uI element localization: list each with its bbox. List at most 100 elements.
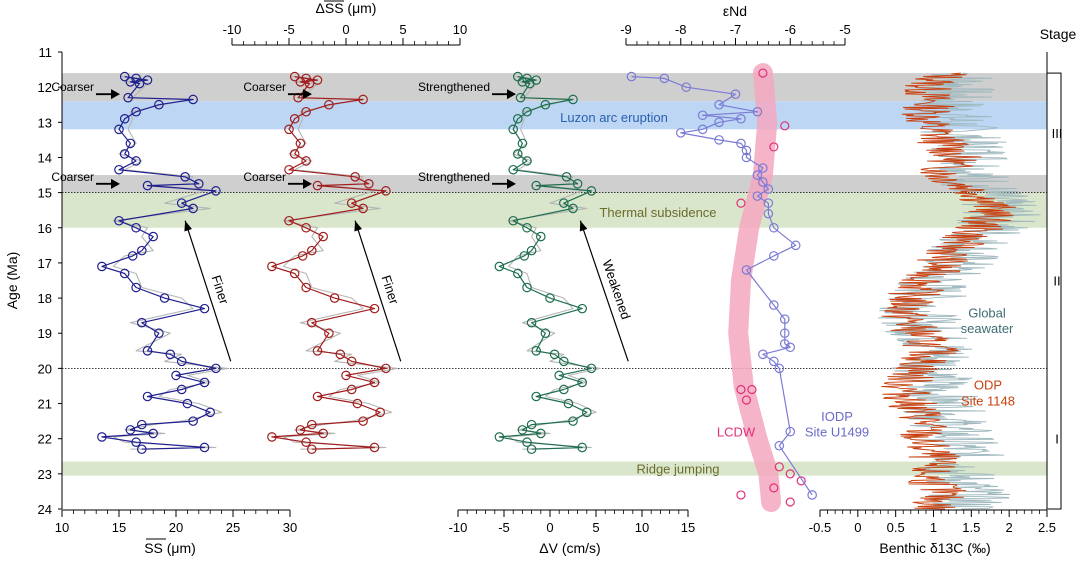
axis-tick-label: -6: [784, 22, 796, 37]
data-point: [577, 442, 587, 453]
data-point: [535, 231, 546, 242]
axis-tick-label: 15: [681, 520, 695, 535]
data-point: [785, 342, 796, 353]
data-point: [508, 164, 518, 175]
data-point: [304, 78, 315, 89]
data-point: [154, 328, 164, 339]
lcdw-point: [780, 121, 790, 131]
thermal-band: [62, 192, 1047, 228]
lcdw-point: [736, 384, 746, 395]
age-tick-label: 18: [38, 291, 52, 306]
shift-label: Coarser: [243, 170, 286, 184]
ridge-band: [62, 461, 1047, 476]
lcdw-point: [785, 469, 795, 479]
data-point: [289, 149, 300, 159]
lcdw-label: LCDW: [717, 425, 756, 440]
axis-tick-label: 0: [546, 520, 553, 535]
data-point: [284, 215, 294, 226]
age-tick-label: 15: [38, 186, 52, 201]
data-point: [295, 77, 306, 87]
data-point: [131, 282, 141, 293]
shift-arrow-head: [111, 178, 120, 189]
age-bands: [62, 73, 1047, 476]
data-point: [769, 356, 779, 367]
axis-tick-label: 5: [592, 520, 599, 535]
delta-ss-axis-title: ΔSS (μm): [316, 0, 377, 16]
trend-arrow-line: [184, 220, 232, 362]
data-point: [312, 391, 323, 402]
data-point: [526, 245, 537, 256]
data-point: [522, 282, 532, 293]
data-point: [329, 293, 340, 303]
data-point: [697, 110, 708, 121]
data-point: [519, 251, 530, 261]
data-point: [205, 407, 215, 418]
data-point: [714, 135, 724, 145]
shift-arrow-head: [303, 89, 312, 100]
data-point: [375, 407, 385, 418]
axis-tick-label: 20: [169, 520, 183, 535]
axis-tick-label: -5: [498, 520, 510, 535]
stage-label: I: [1055, 432, 1059, 447]
data-point: [341, 370, 351, 381]
data-point: [301, 106, 311, 117]
data-point: [358, 94, 368, 105]
axis-tick-label: 30: [283, 520, 297, 535]
data-point: [312, 75, 323, 85]
data-point: [758, 163, 768, 173]
seawater-line: [877, 72, 1041, 510]
reference-line: [282, 76, 398, 450]
data-point: [558, 198, 569, 208]
data-point: [540, 328, 551, 339]
age-axis-title: Age (Ma): [4, 252, 20, 310]
data-point: [517, 77, 528, 87]
data-point: [318, 231, 328, 242]
lcdw-point: [769, 483, 779, 493]
shift-label: Strengthened: [418, 170, 490, 184]
stage-title: Stage: [1040, 26, 1077, 42]
data-point: [188, 94, 198, 105]
trend-arrow-label: Finer: [208, 273, 232, 306]
data-point: [142, 75, 153, 85]
shift-label: Coarser: [243, 80, 286, 94]
data-point: [131, 156, 141, 166]
data-point: [159, 293, 170, 303]
axis-tick-label: 5: [399, 22, 406, 37]
stage-label: II: [1053, 274, 1060, 289]
data-point: [176, 198, 187, 208]
data-point: [188, 416, 198, 426]
lcdw-point: [769, 142, 779, 152]
data-point: [763, 208, 774, 219]
stage-label: III: [1052, 126, 1063, 141]
data-point: [301, 222, 311, 233]
series-layer: [97, 63, 1041, 512]
data-point: [137, 317, 147, 328]
data-point: [540, 99, 551, 110]
trend-arrow-line: [579, 220, 629, 362]
data-point: [568, 94, 578, 105]
data-point: [369, 377, 380, 388]
data-point: [785, 426, 796, 437]
data-point: [127, 251, 138, 261]
data-point: [626, 71, 637, 82]
lcdw-point: [774, 462, 784, 472]
data-point: [199, 442, 210, 453]
data-point: [554, 370, 564, 381]
data-point: [714, 117, 724, 128]
data-point: [312, 180, 323, 191]
data-point: [741, 265, 752, 275]
data-point: [522, 437, 532, 448]
axis-tick-label: 1.5: [962, 520, 980, 535]
data-point: [194, 179, 204, 189]
data-point: [119, 71, 130, 82]
data-point: [769, 251, 779, 261]
iodp-site-label: Site U1499: [805, 425, 869, 440]
end-axis-title: εNd: [723, 3, 747, 19]
data-point: [769, 222, 779, 233]
data-point: [312, 346, 323, 356]
iodp-label: IODP: [821, 409, 853, 424]
shift-arrow-head: [111, 89, 120, 100]
data-point: [142, 346, 153, 356]
